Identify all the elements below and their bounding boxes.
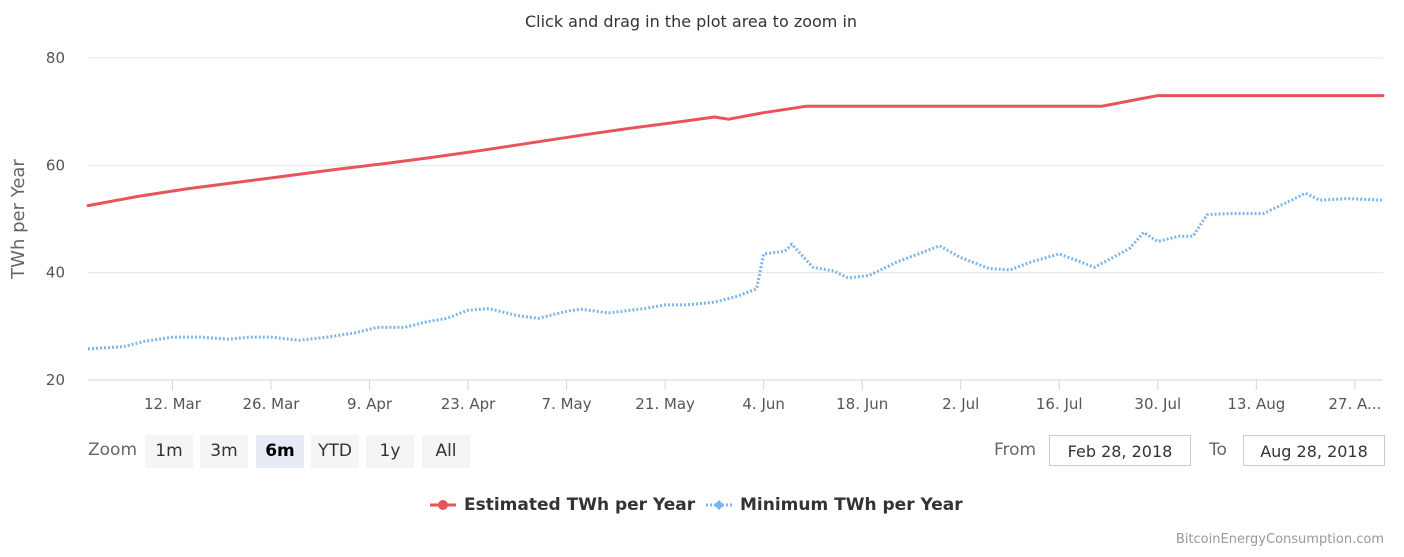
zoom-label: Zoom xyxy=(88,440,138,460)
x-tick-label-11: 13. Aug xyxy=(1227,395,1285,413)
y-tick-label-20: 20 xyxy=(46,371,65,389)
legend-item-estimated[interactable]: Estimated TWh per Year xyxy=(430,493,695,517)
zoom-all-button[interactable]: All xyxy=(422,435,470,468)
y-tick-label-80: 80 xyxy=(46,49,65,67)
legend-estimated-marker-icon xyxy=(430,500,456,510)
legend-estimated-label: Estimated TWh per Year xyxy=(464,495,696,515)
zoom-1y-button[interactable]: 1y xyxy=(366,435,414,468)
series-line-estimated xyxy=(86,94,1385,208)
x-tick-label-5: 21. May xyxy=(635,395,695,413)
y-axis-title: TWh per Year xyxy=(8,159,29,280)
x-tick-label-9: 16. Jul xyxy=(1036,395,1083,413)
series-line-minimum xyxy=(87,191,1384,351)
x-tick-label-8: 2. Jul xyxy=(942,395,979,413)
series-lines xyxy=(86,94,1385,351)
grid-lines xyxy=(88,57,1383,274)
legend-item-minimum[interactable]: Minimum TWh per Year xyxy=(706,493,963,517)
credits-link[interactable]: BitcoinEnergyConsumption.com xyxy=(1175,532,1384,547)
y-tick-label-60: 60 xyxy=(46,156,65,174)
to-date-input[interactable]: Aug 28, 2018 xyxy=(1243,435,1385,466)
axes: 20 40 60 80 12. Mar 26. Mar 9. Apr 23. Apr 7. Ma… xyxy=(8,49,1383,413)
zoom-1m-button[interactable]: 1m xyxy=(145,435,193,468)
chart-area[interactable]: 20 40 60 80 12. Mar 26. Mar 9. Apr 23. Apr 7. Ma… xyxy=(0,0,1404,430)
chart-subtitle: Click and drag in the plot area to zoom … xyxy=(524,12,858,31)
x-tick-label-6: 4. Jun xyxy=(742,395,785,413)
x-tick-label-1: 26. Mar xyxy=(243,395,301,413)
zoom-6m-button[interactable]: 6m xyxy=(256,435,304,468)
legend-minimum-label: Minimum TWh per Year xyxy=(740,495,963,515)
x-tick-label-4: 7. May xyxy=(542,395,592,413)
x-tick-label-2: 9. Apr xyxy=(347,395,393,413)
legend-minimum-marker-icon xyxy=(706,500,732,510)
x-tick-label-10: 30. Jul xyxy=(1134,395,1181,413)
zoom-ytd-button[interactable]: YTD xyxy=(311,435,359,468)
zoom-3m-button[interactable]: 3m xyxy=(200,435,248,468)
to-label: To xyxy=(1209,440,1227,460)
x-tick-label-12: 27. A... xyxy=(1328,395,1381,413)
x-tick-label-0: 12. Mar xyxy=(144,395,202,413)
from-date-input[interactable]: Feb 28, 2018 xyxy=(1049,435,1191,466)
y-tick-label-40: 40 xyxy=(46,264,65,282)
from-label: From xyxy=(994,440,1037,460)
x-tick-label-7: 18. Jun xyxy=(836,395,888,413)
x-tick-label-3: 23. Apr xyxy=(441,395,496,413)
